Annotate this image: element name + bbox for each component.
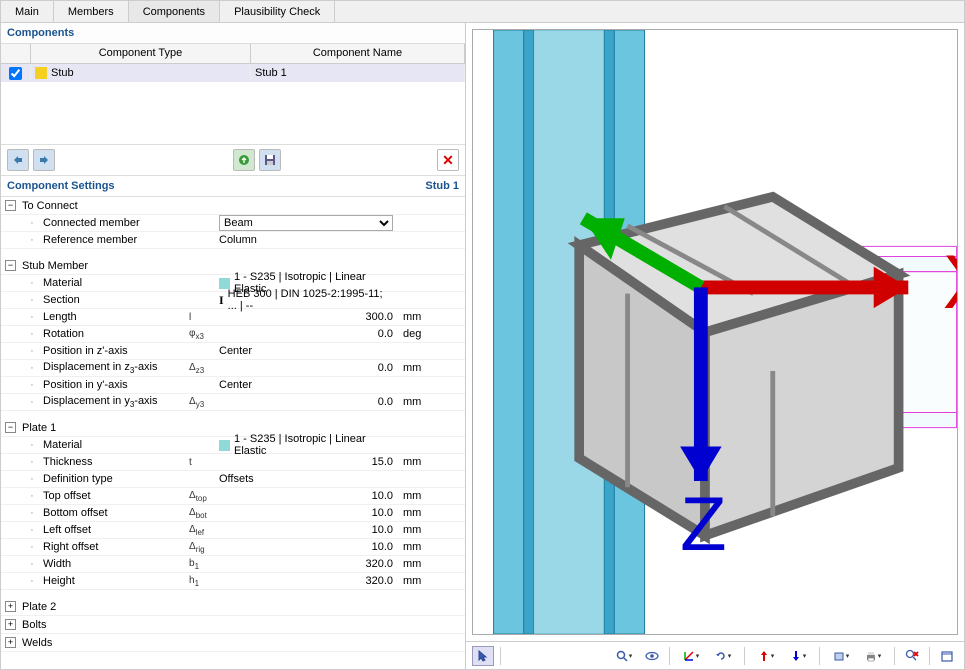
- tab-components[interactable]: Components: [129, 1, 220, 22]
- component-row[interactable]: Stub Stub 1: [1, 64, 465, 82]
- axis-z-button[interactable]: ▾: [783, 646, 813, 666]
- axis-x-button[interactable]: ▾: [751, 646, 781, 666]
- top-tabs: Main Members Components Plausibility Che…: [1, 1, 964, 23]
- col-component-name[interactable]: Component Name: [251, 44, 465, 63]
- col-component-type[interactable]: Component Type: [31, 44, 251, 63]
- right-panel: X Z ▾ ▾ ▾ ▾ ▾: [466, 23, 964, 669]
- settings-header: Component Settings Stub 1: [1, 176, 465, 197]
- expand-icon[interactable]: +: [5, 637, 16, 648]
- tab-members[interactable]: Members: [54, 1, 129, 22]
- component-name-value: Stub 1: [251, 65, 465, 81]
- material-swatch-icon: [219, 278, 230, 289]
- axis-indicator: X Z: [528, 29, 958, 624]
- collapse-icon[interactable]: −: [5, 200, 16, 211]
- 3d-viewport[interactable]: X Z: [472, 29, 958, 635]
- rotate-view-button[interactable]: ▾: [708, 646, 738, 666]
- components-toolbar: ✕: [1, 145, 465, 176]
- prop-p1-rig[interactable]: · Right offset Δrig 10.0 mm: [1, 539, 465, 556]
- new-window-button[interactable]: [936, 646, 958, 666]
- tab-plausibility[interactable]: Plausibility Check: [220, 1, 335, 22]
- view-direction-button[interactable]: ▾: [676, 646, 706, 666]
- material-swatch-icon: [219, 440, 230, 451]
- svg-text:Z: Z: [680, 482, 726, 567]
- prop-rotation[interactable]: · Rotation φx3 0.0 deg: [1, 326, 465, 343]
- zoom-button[interactable]: ▾: [609, 646, 639, 666]
- component-color-swatch: [35, 67, 47, 79]
- prop-disp-y3[interactable]: · Displacement in y3-axis Δy3 0.0 mm: [1, 394, 465, 411]
- save-button[interactable]: [259, 149, 281, 171]
- group-to-connect[interactable]: − To Connect: [1, 197, 465, 215]
- group-bolts[interactable]: + Bolts: [1, 616, 465, 634]
- select-mode-button[interactable]: [472, 646, 494, 666]
- reset-button[interactable]: [901, 646, 923, 666]
- display-mode-button[interactable]: ▾: [826, 646, 856, 666]
- expand-icon[interactable]: +: [5, 619, 16, 630]
- prop-connected-member[interactable]: · Connected member Beam: [1, 215, 465, 232]
- svg-text:X: X: [943, 240, 958, 325]
- connected-member-select[interactable]: Beam: [219, 215, 393, 231]
- move-up-button[interactable]: [7, 149, 29, 171]
- prop-p1-top[interactable]: · Top offset Δtop 10.0 mm: [1, 488, 465, 505]
- show-all-button[interactable]: [641, 646, 663, 666]
- group-welds[interactable]: + Welds: [1, 634, 465, 652]
- prop-p1-bot[interactable]: · Bottom offset Δbot 10.0 mm: [1, 505, 465, 522]
- move-down-button[interactable]: [33, 149, 55, 171]
- prop-reference-member[interactable]: · Reference member Column: [1, 232, 465, 249]
- prop-p1-thickness[interactable]: · Thickness t 15.0 mm: [1, 454, 465, 471]
- prop-pos-z[interactable]: · Position in z'-axis Center: [1, 343, 465, 360]
- prop-p1-lef[interactable]: · Left offset Δlef 10.0 mm: [1, 522, 465, 539]
- settings-title: Component Settings: [7, 180, 115, 192]
- component-checkbox[interactable]: [9, 67, 22, 80]
- prop-pos-y[interactable]: · Position in y'-axis Center: [1, 377, 465, 394]
- settings-current: Stub 1: [425, 180, 459, 192]
- print-button[interactable]: ▾: [858, 646, 888, 666]
- prop-p1-height[interactable]: · Height h1 320.0 mm: [1, 573, 465, 590]
- collapse-icon[interactable]: −: [5, 422, 16, 433]
- component-type-value: Stub: [51, 67, 74, 79]
- collapse-icon[interactable]: −: [5, 260, 16, 271]
- group-plate2[interactable]: + Plate 2: [1, 598, 465, 616]
- prop-p1-width[interactable]: · Width b1 320.0 mm: [1, 556, 465, 573]
- left-panel: Components Component Type Component Name…: [1, 23, 466, 669]
- delete-button[interactable]: ✕: [437, 149, 459, 171]
- prop-p1-deftype[interactable]: · Definition type Offsets: [1, 471, 465, 488]
- prop-length[interactable]: · Length l 300.0 mm: [1, 309, 465, 326]
- import-button[interactable]: [233, 149, 255, 171]
- viewport-toolbar: ▾ ▾ ▾ ▾ ▾ ▾ ▾: [466, 641, 964, 669]
- prop-disp-z3[interactable]: · Displacement in z3-axis Δz3 0.0 mm: [1, 360, 465, 377]
- prop-p1-material[interactable]: · Material 1 - S235 | Isotropic | Linear…: [1, 437, 465, 454]
- components-grid: Component Type Component Name Stub Stub …: [1, 44, 465, 145]
- prop-section[interactable]: · Section IHEB 300 | DIN 1025-2:1995-11;…: [1, 292, 465, 309]
- tab-main[interactable]: Main: [1, 1, 54, 22]
- i-section-icon: I: [219, 293, 224, 308]
- components-title: Components: [1, 23, 465, 44]
- expand-icon[interactable]: +: [5, 601, 16, 612]
- property-tree: − To Connect · Connected member Beam ·: [1, 197, 465, 669]
